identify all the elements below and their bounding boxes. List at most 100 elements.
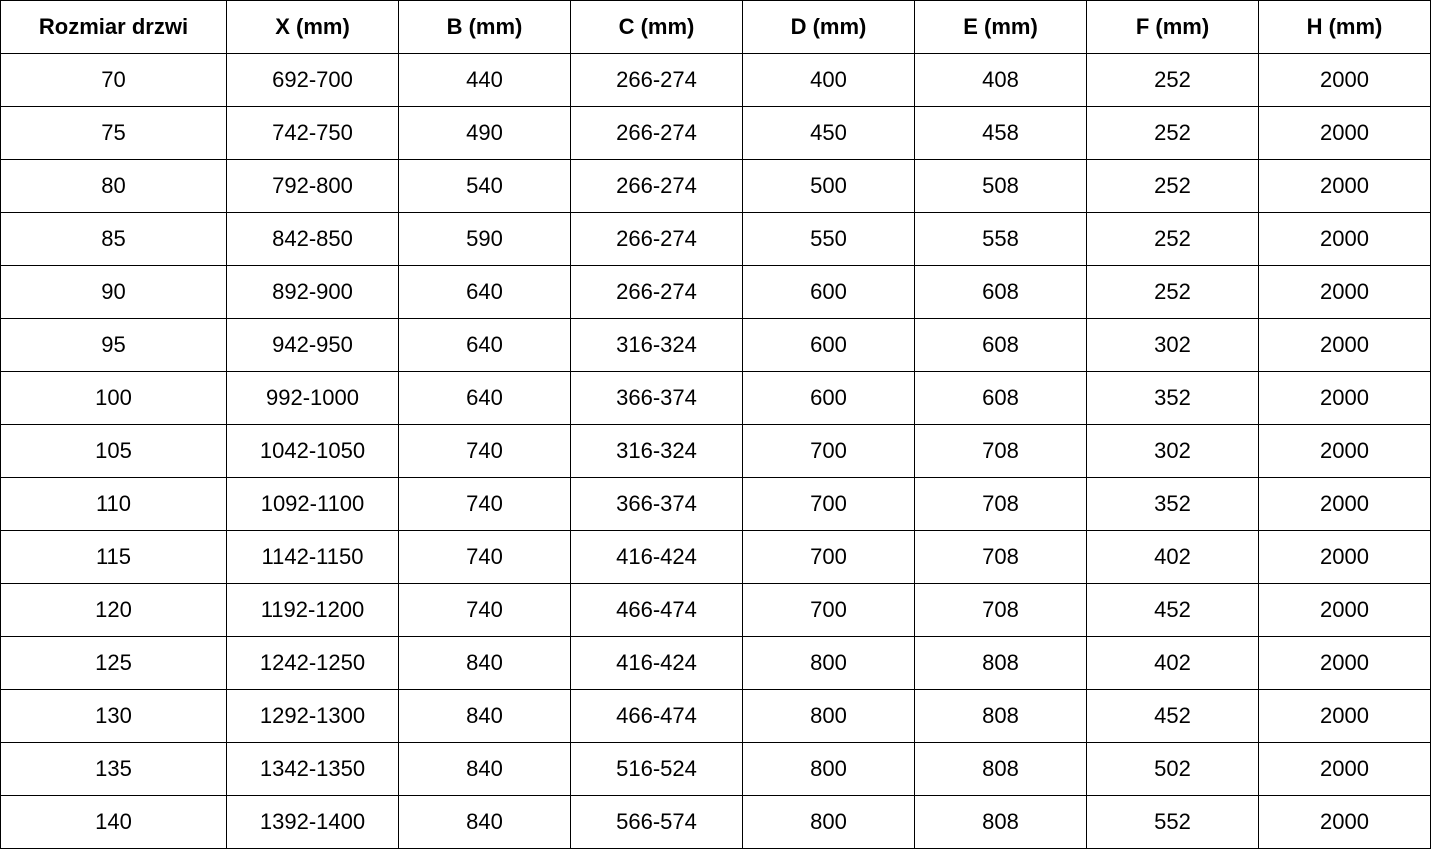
table-row: 130 1292-1300 840 466-474 800 808 452 2000: [0, 689, 1431, 743]
table-row: 115 1142-1150 740 416-424 700 708 402 2000: [0, 530, 1431, 584]
table-cell: 408: [914, 53, 1087, 107]
table-cell: 252: [1086, 212, 1259, 266]
table-cell: 692-700: [226, 53, 399, 107]
table-cell: 450: [742, 106, 915, 160]
table-cell: 252: [1086, 265, 1259, 319]
table-cell: 808: [914, 636, 1087, 690]
table-row: 75 742-750 490 266-274 450 458 252 2000: [0, 106, 1431, 160]
table-cell: 402: [1086, 636, 1259, 690]
table-cell: 800: [742, 689, 915, 743]
table-cell: 700: [742, 583, 915, 637]
table-cell: 808: [914, 795, 1087, 849]
table-cell: 302: [1086, 424, 1259, 478]
table-cell: 552: [1086, 795, 1259, 849]
table-cell: 105: [0, 424, 227, 478]
table-cell: 266-274: [570, 106, 743, 160]
table-cell: 452: [1086, 583, 1259, 637]
column-header: X (mm): [226, 0, 399, 54]
table-cell: 640: [398, 371, 571, 425]
table-cell: 558: [914, 212, 1087, 266]
table-row: 90 892-900 640 266-274 600 608 252 2000: [0, 265, 1431, 319]
table-cell: 2000: [1258, 583, 1431, 637]
table-cell: 502: [1086, 742, 1259, 796]
table-row: 120 1192-1200 740 466-474 700 708 452 2000: [0, 583, 1431, 637]
table-cell: 266-274: [570, 212, 743, 266]
table-cell: 2000: [1258, 159, 1431, 213]
table-cell: 740: [398, 477, 571, 531]
table-cell: 800: [742, 795, 915, 849]
table-cell: 600: [742, 265, 915, 319]
table-cell: 1392-1400: [226, 795, 399, 849]
table-cell: 840: [398, 742, 571, 796]
table-cell: 840: [398, 636, 571, 690]
table-cell: 140: [0, 795, 227, 849]
table-cell: 2000: [1258, 795, 1431, 849]
table-cell: 135: [0, 742, 227, 796]
table-row: 105 1042-1050 740 316-324 700 708 302 2000: [0, 424, 1431, 478]
table-cell: 252: [1086, 159, 1259, 213]
table-cell: 90: [0, 265, 227, 319]
table-cell: 452: [1086, 689, 1259, 743]
table-cell: 808: [914, 689, 1087, 743]
table-cell: 608: [914, 371, 1087, 425]
table-cell: 2000: [1258, 212, 1431, 266]
table-cell: 110: [0, 477, 227, 531]
table-cell: 800: [742, 742, 915, 796]
table-cell: 95: [0, 318, 227, 372]
column-header: H (mm): [1258, 0, 1431, 54]
table-cell: 742-750: [226, 106, 399, 160]
table-cell: 266-274: [570, 265, 743, 319]
table-cell: 2000: [1258, 424, 1431, 478]
table-cell: 508: [914, 159, 1087, 213]
table-cell: 708: [914, 424, 1087, 478]
table-cell: 2000: [1258, 689, 1431, 743]
table-cell: 352: [1086, 371, 1259, 425]
table-cell: 992-1000: [226, 371, 399, 425]
table-cell: 2000: [1258, 53, 1431, 107]
table-cell: 1042-1050: [226, 424, 399, 478]
column-header: D (mm): [742, 0, 915, 54]
table-cell: 70: [0, 53, 227, 107]
table-row: 85 842-850 590 266-274 550 558 252 2000: [0, 212, 1431, 266]
table-cell: 366-374: [570, 477, 743, 531]
table-cell: 708: [914, 583, 1087, 637]
table-cell: 740: [398, 424, 571, 478]
table-cell: 608: [914, 318, 1087, 372]
table-cell: 2000: [1258, 530, 1431, 584]
table-cell: 402: [1086, 530, 1259, 584]
table-cell: 2000: [1258, 636, 1431, 690]
table-cell: 540: [398, 159, 571, 213]
column-header: Rozmiar drzwi: [0, 0, 227, 54]
table-cell: 266-274: [570, 159, 743, 213]
table-cell: 700: [742, 477, 915, 531]
table-cell: 840: [398, 689, 571, 743]
table-cell: 1142-1150: [226, 530, 399, 584]
table-cell: 516-524: [570, 742, 743, 796]
table-cell: 740: [398, 530, 571, 584]
table-row: 80 792-800 540 266-274 500 508 252 2000: [0, 159, 1431, 213]
table-cell: 2000: [1258, 742, 1431, 796]
table-row: 100 992-1000 640 366-374 600 608 352 2000: [0, 371, 1431, 425]
table-row: 70 692-700 440 266-274 400 408 252 2000: [0, 53, 1431, 107]
table-cell: 416-424: [570, 530, 743, 584]
column-header: F (mm): [1086, 0, 1259, 54]
table-cell: 115: [0, 530, 227, 584]
column-header: C (mm): [570, 0, 743, 54]
table-cell: 1242-1250: [226, 636, 399, 690]
table-cell: 366-374: [570, 371, 743, 425]
table-cell: 740: [398, 583, 571, 637]
column-header: B (mm): [398, 0, 571, 54]
table-cell: 1092-1100: [226, 477, 399, 531]
table-cell: 550: [742, 212, 915, 266]
table-cell: 75: [0, 106, 227, 160]
table-cell: 1192-1200: [226, 583, 399, 637]
table-cell: 2000: [1258, 106, 1431, 160]
table-cell: 942-950: [226, 318, 399, 372]
table-cell: 125: [0, 636, 227, 690]
table-cell: 352: [1086, 477, 1259, 531]
table-cell: 490: [398, 106, 571, 160]
table-cell: 840: [398, 795, 571, 849]
table-row: 125 1242-1250 840 416-424 800 808 402 2000: [0, 636, 1431, 690]
table-cell: 458: [914, 106, 1087, 160]
